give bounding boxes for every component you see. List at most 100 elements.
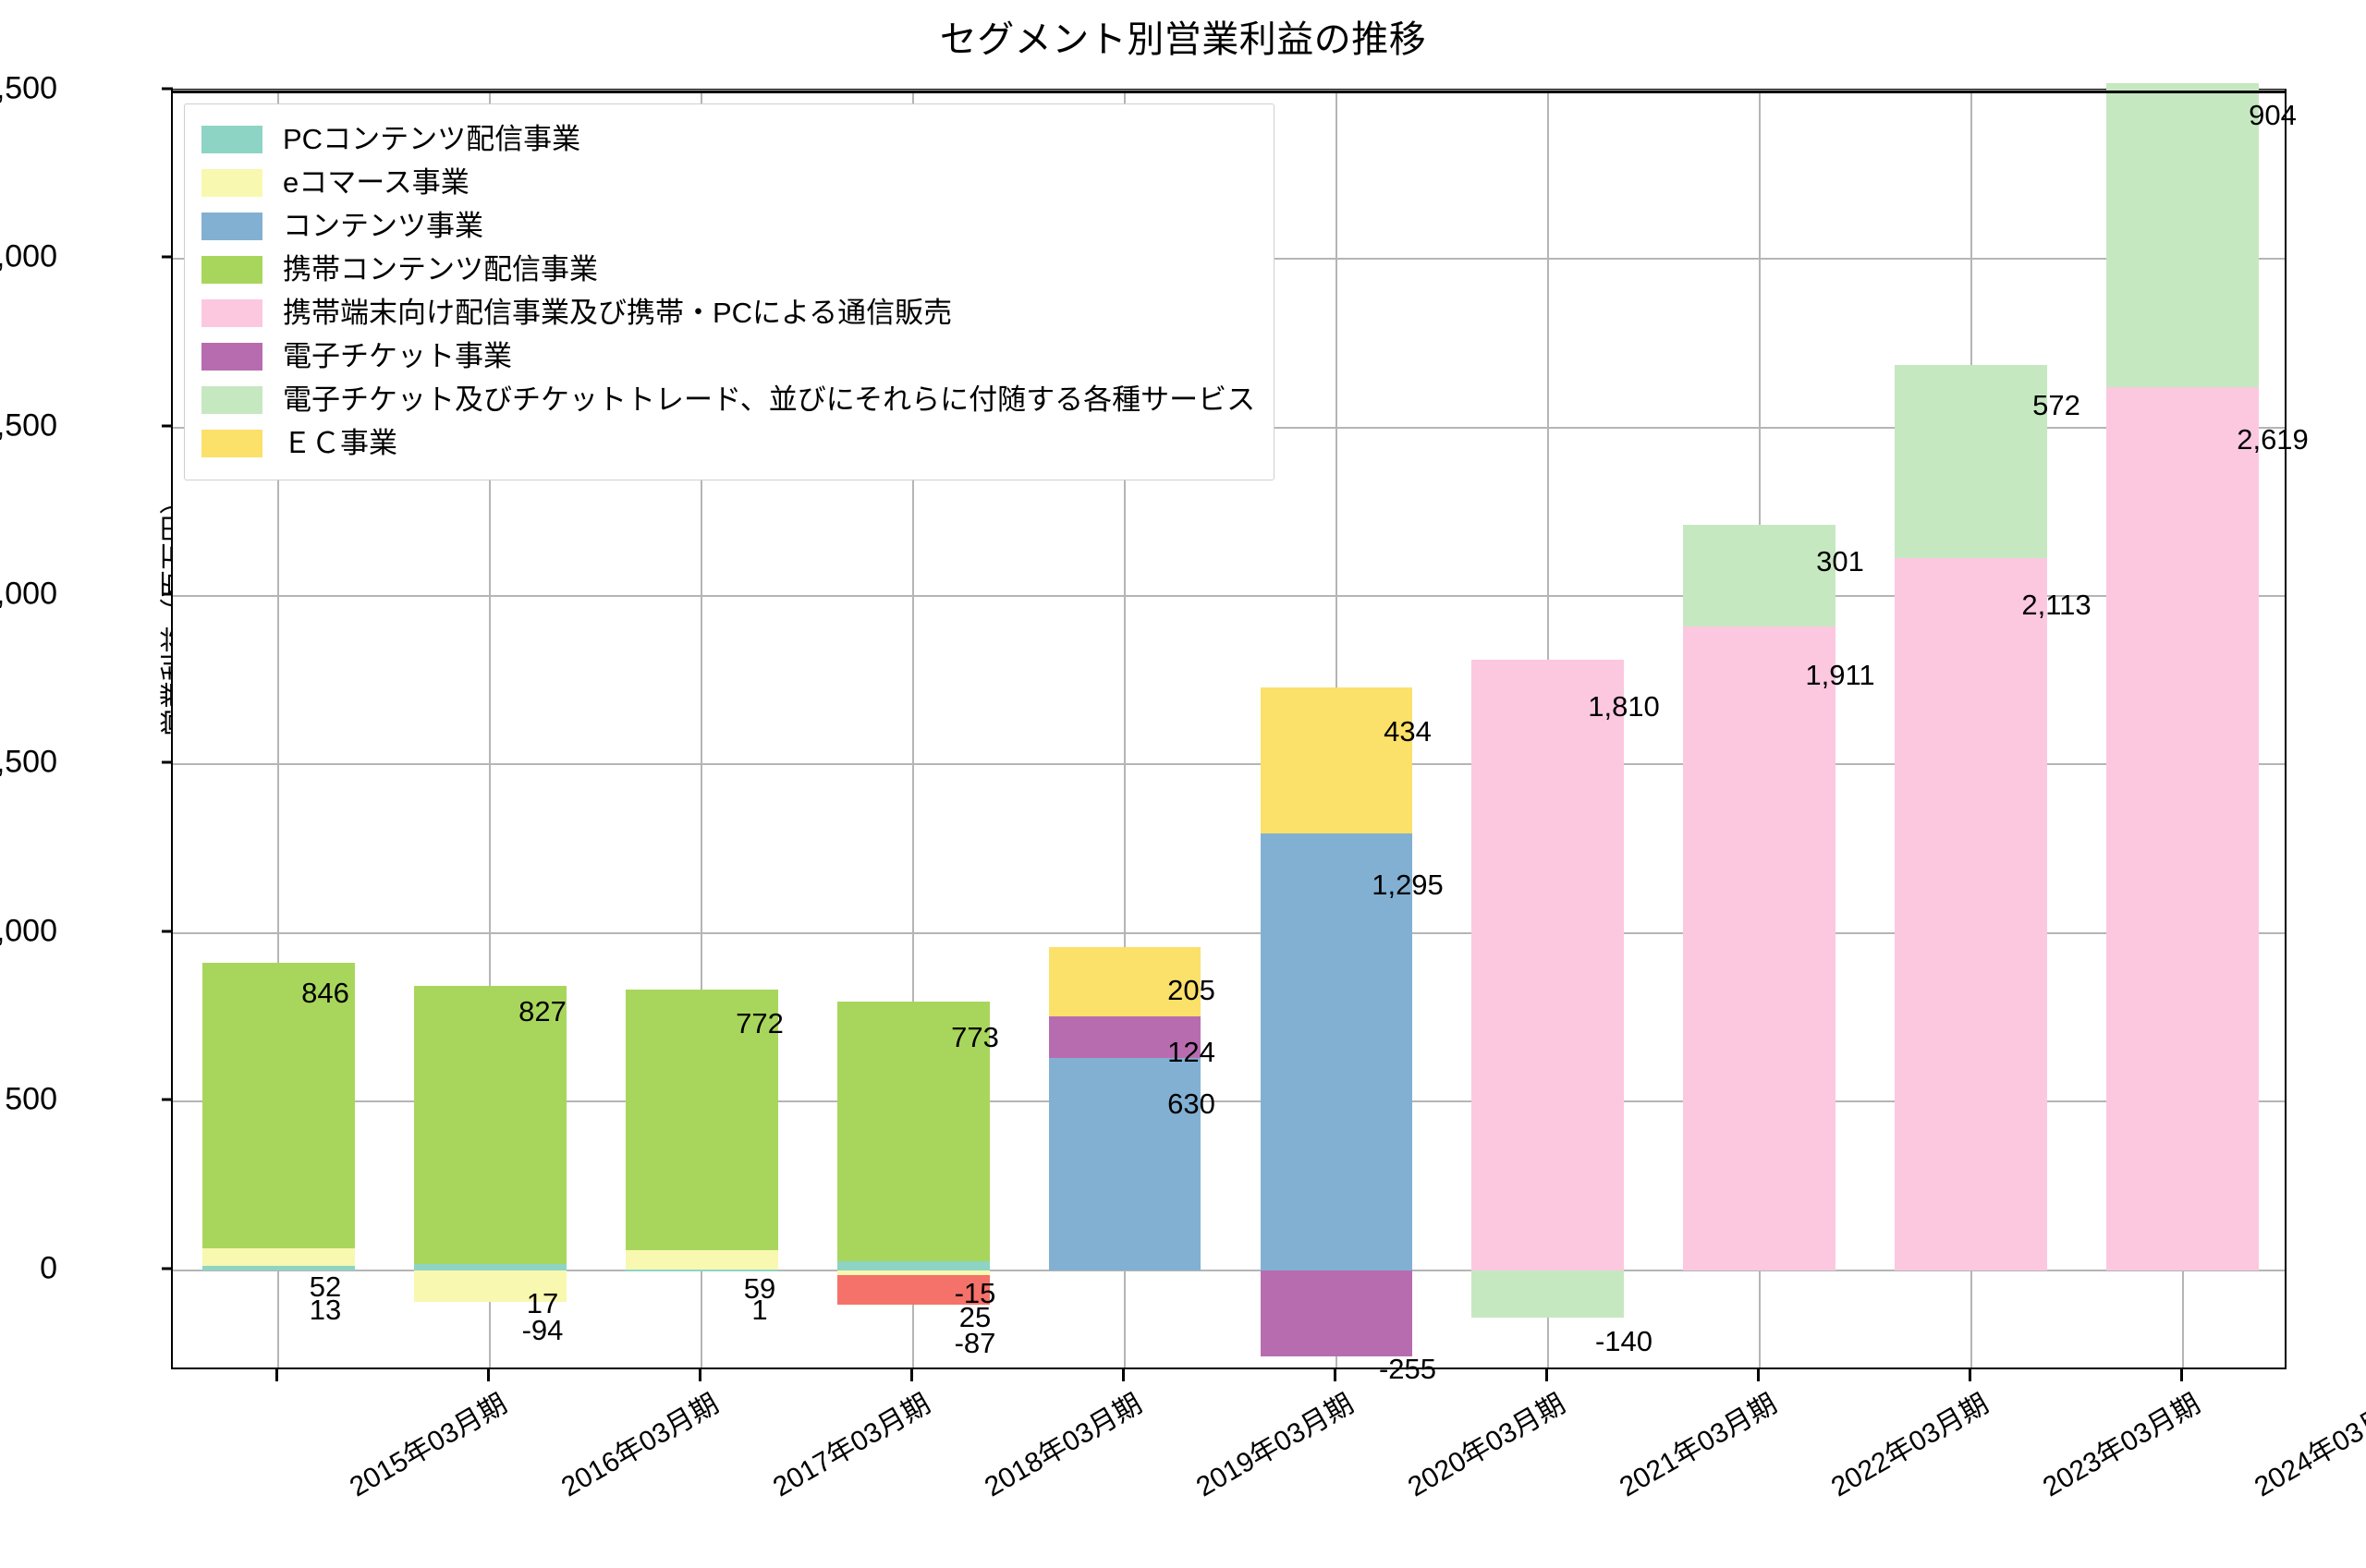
x-tick-label: 2018年03月期: [980, 1388, 1148, 1503]
y-tick-label: 0: [40, 1250, 57, 1286]
bar-segment[interactable]: [2106, 387, 2259, 1270]
x-tick-label: 2023年03月期: [2037, 1388, 2205, 1503]
bar-segment[interactable]: [202, 963, 355, 1248]
bar-value-label: 52: [309, 1270, 342, 1303]
gridline-vertical: [1124, 91, 1127, 1367]
bar-value-label: 846: [301, 977, 349, 1009]
x-tick-mark: [487, 1369, 491, 1381]
legend-item[interactable]: ＥＣ事業: [201, 421, 1255, 465]
y-tick-label: 3,500: [0, 70, 57, 106]
legend-item-label: 電子チケット及びチケットトレード、並びにそれらに付随する各種サービス: [283, 383, 1256, 416]
x-tick-label: 2017年03月期: [768, 1388, 936, 1503]
legend-item-label: コンテンツ事業: [283, 210, 483, 242]
bar-value-label: 827: [518, 995, 567, 1027]
legend-swatch-icon: [201, 168, 262, 197]
legend-item[interactable]: 携帯コンテンツ配信事業: [201, 248, 1255, 291]
legend-item-label: 電子チケット事業: [283, 340, 512, 372]
gridline-vertical: [912, 91, 915, 1367]
bar-value-label: 2,619: [2237, 423, 2309, 456]
bar-segment[interactable]: [836, 1001, 990, 1262]
bar-value-label: 25: [958, 1301, 992, 1333]
bar-segment[interactable]: [1895, 557, 2048, 1270]
bar-segment[interactable]: [413, 1264, 567, 1270]
bar-value-label: 434: [1384, 715, 1432, 748]
x-tick-label: 2020年03月期: [1402, 1388, 1571, 1503]
bar-segment[interactable]: [1048, 1015, 1201, 1058]
y-tick-mark: [162, 424, 173, 428]
bar-value-label: 301: [1816, 545, 1864, 577]
x-tick-mark: [699, 1369, 702, 1381]
bar-segment[interactable]: [413, 985, 567, 1265]
bar-segment[interactable]: [1471, 1270, 1625, 1318]
bar-segment[interactable]: [202, 1247, 355, 1266]
bar-segment[interactable]: [1683, 626, 1836, 1270]
legend-item-label: 携帯端末向け配信事業及び携帯・PCによる通信販売: [283, 297, 953, 329]
bar-segment[interactable]: [202, 1265, 355, 1270]
bar-segment[interactable]: [1260, 1270, 1413, 1356]
bar-value-label: 17: [526, 1287, 559, 1319]
bar-segment[interactable]: [836, 1270, 990, 1276]
bar-value-label: 1,295: [1372, 869, 1444, 901]
bar-value-label: 13: [309, 1294, 342, 1326]
legend: PCコンテンツ配信事業 eコマース事業 コンテンツ事業携帯コンテンツ配信事業携帯端末…: [184, 103, 1275, 480]
y-tick-mark: [162, 1267, 173, 1270]
x-tick-mark: [1968, 1369, 1971, 1381]
bar-segment[interactable]: [1048, 946, 1201, 1016]
bar-value-label: 572: [2032, 389, 2080, 421]
bar-segment[interactable]: [1260, 833, 1413, 1270]
legend-swatch-icon: [201, 429, 262, 457]
bar-value-label: 124: [1167, 1036, 1215, 1068]
bar-value-label: -94: [521, 1314, 564, 1346]
legend-item[interactable]: PCコンテンツ配信事業: [201, 117, 1255, 161]
bar-value-label: 1: [751, 1294, 768, 1326]
gridline-vertical: [277, 91, 280, 1367]
y-tick-label: 2,000: [0, 576, 57, 612]
y-tick-label: 3,000: [0, 238, 57, 274]
gridline-horizontal: [173, 1269, 2285, 1271]
bar-segment[interactable]: [1683, 524, 1836, 626]
x-tick-label: 2021年03月期: [1614, 1388, 1782, 1503]
legend-item[interactable]: 電子チケット及びチケットトレード、並びにそれらに付随する各種サービス: [201, 378, 1255, 421]
bar-segment[interactable]: [836, 1261, 990, 1270]
legend-swatch-icon: [201, 342, 262, 371]
bar-segment[interactable]: [625, 990, 778, 1250]
y-tick-mark: [162, 255, 173, 259]
bar-segment[interactable]: [2106, 82, 2259, 388]
bar-segment[interactable]: [625, 1270, 778, 1272]
bar-segment[interactable]: [836, 1275, 990, 1305]
bar-segment[interactable]: [625, 1249, 778, 1270]
x-tick-mark: [1756, 1369, 1760, 1381]
y-tick-mark: [162, 1098, 173, 1101]
bar-segment[interactable]: [413, 1270, 567, 1302]
gridline-horizontal: [173, 931, 2285, 934]
gridline-vertical: [701, 91, 703, 1367]
y-tick-label: 1,000: [0, 913, 57, 949]
legend-item-label: eコマース事業: [283, 166, 470, 199]
bar-segment[interactable]: [1471, 660, 1625, 1270]
legend-item-label: PCコンテンツ配信事業: [283, 123, 581, 155]
bar-value-label: 205: [1167, 974, 1215, 1006]
bar-value-label: 904: [2249, 99, 2297, 131]
bar-segment[interactable]: [1260, 687, 1413, 834]
x-tick-mark: [910, 1369, 914, 1381]
x-tick-label: 2024年03月期: [2249, 1388, 2366, 1503]
legend-swatch-icon: [201, 125, 262, 153]
legend-item[interactable]: 携帯端末向け配信事業及び携帯・PCによる通信販売: [201, 291, 1255, 334]
bar-value-label: 773: [951, 1021, 999, 1053]
gridline-horizontal: [173, 595, 2285, 598]
bar-segment[interactable]: [1048, 1057, 1201, 1270]
gridline-horizontal: [173, 1100, 2285, 1103]
x-tick-label: 2022年03月期: [1825, 1388, 1994, 1503]
y-tick-mark: [162, 930, 173, 933]
legend-item[interactable]: 電子チケット事業: [201, 334, 1255, 378]
x-tick-mark: [2179, 1369, 2183, 1381]
x-tick-mark: [1333, 1369, 1336, 1381]
legend-item[interactable]: コンテンツ事業: [201, 204, 1255, 248]
y-tick-mark: [162, 592, 173, 596]
bar-value-label: 1,911: [1805, 659, 1875, 691]
bar-value-label: -15: [954, 1277, 996, 1309]
bar-segment[interactable]: [1895, 365, 2048, 558]
bar-value-label: -255: [1378, 1353, 1437, 1385]
legend-item[interactable]: eコマース事業: [201, 161, 1255, 204]
